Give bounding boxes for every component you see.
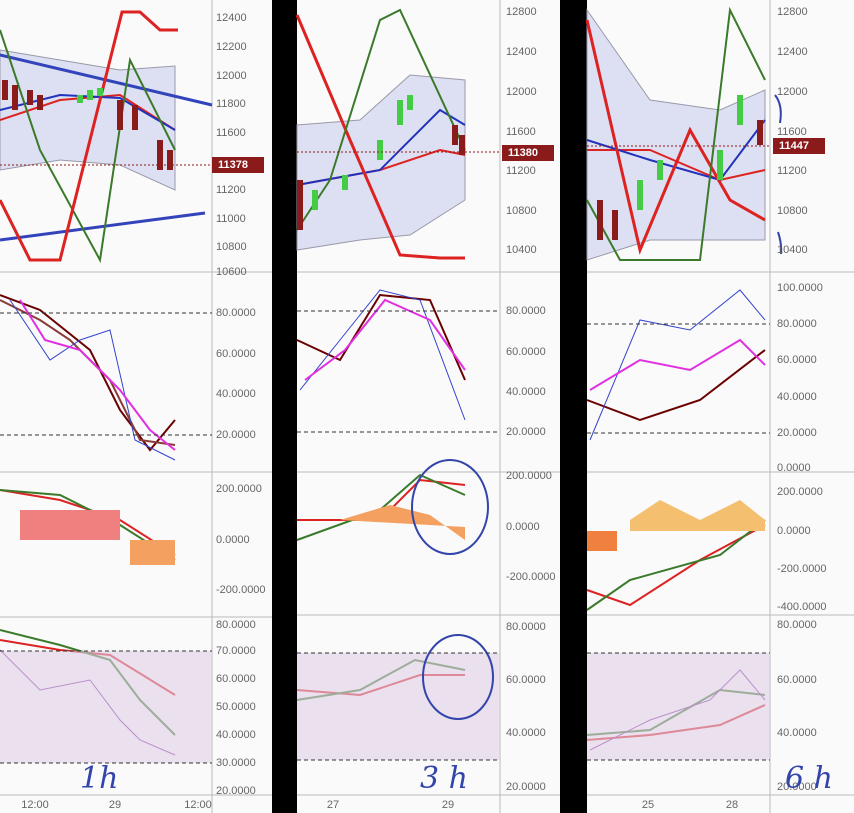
y-tick-label: 50.0000	[216, 701, 256, 713]
chart-drawing	[585, 6, 783, 761]
x-tick-label: 28	[726, 799, 738, 811]
y-tick-label: 80.0000	[216, 619, 256, 631]
y-tick-label: -400.0000	[777, 601, 827, 613]
y-tick-label: 10400	[506, 244, 537, 256]
price-label: 11447	[779, 140, 809, 152]
y-tick-label: 20.0000	[216, 429, 256, 441]
x-tick-label: 29	[442, 799, 454, 811]
price-label-bg	[212, 157, 264, 173]
y-tick-label: 60.0000	[216, 348, 256, 360]
y-tick-label: 200.0000	[777, 486, 823, 498]
handwritten-note: 3 h	[420, 761, 468, 796]
y-tick-label: 60.0000	[216, 673, 256, 685]
y-tick-label: 40.0000	[506, 386, 546, 398]
y-tick-label: 11200	[506, 165, 536, 177]
price-label-bg	[502, 145, 554, 161]
y-tick-label: 11600	[506, 126, 536, 138]
y-tick-label: 60.0000	[777, 674, 817, 686]
y-tick-label: 20.0000	[777, 781, 817, 793]
y-tick-label: -200.0000	[777, 563, 827, 575]
y-tick-label: 0.0000	[777, 525, 811, 537]
y-tick-label: 11600	[777, 126, 807, 138]
y-tick-label: 0.0000	[506, 521, 540, 533]
x-tick-label: 12:00	[184, 799, 212, 811]
y-tick-label: 40.0000	[216, 388, 256, 400]
y-tick-label: 80.0000	[216, 307, 256, 319]
y-tick-label: 12200	[216, 41, 247, 53]
y-tick-label: 12000	[216, 70, 247, 82]
y-tick-label: 10800	[506, 205, 537, 217]
y-tick-label: 10600	[216, 266, 247, 278]
y-tick-label: -200.0000	[506, 571, 556, 583]
y-tick-label: 12800	[777, 6, 808, 18]
chart-drawing	[0, 10, 213, 764]
y-tick-label: 20.0000	[506, 426, 546, 438]
price-label-bg	[773, 138, 825, 154]
handwritten-note: 6 h	[785, 761, 833, 796]
y-tick-label: 20.0000	[216, 785, 256, 797]
y-tick-label: 10800	[216, 241, 247, 253]
y-tick-label: 80.0000	[777, 318, 817, 330]
price-label: 11378	[218, 159, 248, 171]
handwritten-note: 1h	[80, 761, 118, 796]
x-tick-label: 27	[327, 799, 339, 811]
y-tick-label: 80.0000	[777, 619, 817, 631]
y-tick-label: 11200	[216, 184, 246, 196]
y-tick-label: 80.0000	[506, 621, 546, 633]
y-tick-label: 40.0000	[777, 727, 817, 739]
y-tick-label: 70.0000	[216, 645, 256, 657]
y-tick-label: 12800	[506, 6, 537, 18]
y-tick-label: 12000	[506, 86, 537, 98]
chart-drawing	[295, 8, 500, 761]
y-tick-label: 12400	[506, 46, 537, 58]
y-tick-label: 80.0000	[506, 305, 546, 317]
y-tick-label: 40.0000	[216, 729, 256, 741]
y-tick-label: 30.0000	[216, 757, 256, 769]
y-tick-label: 12400	[216, 12, 247, 24]
y-tick-label: 0.0000	[216, 534, 250, 546]
y-tick-label: 11000	[216, 213, 246, 225]
y-tick-label: 10400	[777, 244, 808, 256]
y-tick-label: 10800	[777, 205, 808, 217]
x-tick-label: 25	[642, 799, 654, 811]
y-tick-label: 40.0000	[506, 727, 546, 739]
y-tick-label: 40.0000	[777, 391, 817, 403]
y-tick-label: 200.0000	[506, 470, 552, 482]
y-tick-label: 20.0000	[506, 781, 546, 793]
x-tick-label: 29	[109, 799, 121, 811]
x-tick-label: 12:00	[21, 799, 49, 811]
y-tick-label: 12400	[777, 46, 808, 58]
y-tick-label: 20.0000	[777, 427, 817, 439]
y-tick-label: 11800	[216, 98, 246, 110]
y-tick-label: -200.0000	[216, 584, 266, 596]
y-tick-label: 60.0000	[506, 674, 546, 686]
y-tick-label: 60.0000	[777, 354, 817, 366]
y-tick-label: 200.0000	[216, 483, 262, 495]
y-tick-label: 11600	[216, 127, 246, 139]
y-tick-label: 0.0000	[777, 462, 811, 474]
y-tick-label: 11200	[777, 165, 807, 177]
y-tick-label: 100.0000	[777, 282, 823, 294]
price-label: 11380	[508, 147, 538, 159]
y-tick-label: 12000	[777, 86, 808, 98]
y-tick-label: 60.0000	[506, 346, 546, 358]
